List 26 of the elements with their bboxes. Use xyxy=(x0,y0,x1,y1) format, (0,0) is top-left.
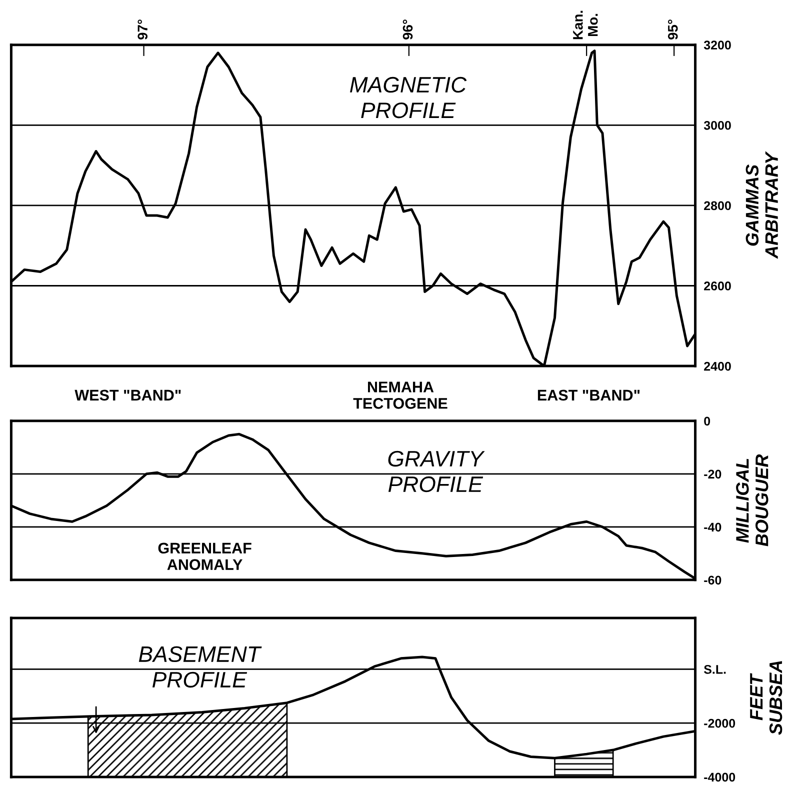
y-axis-title: FEET SUBSEA xyxy=(750,661,782,735)
y-tick-label: -60 xyxy=(704,576,722,585)
y-tick-label: -4000 xyxy=(704,772,736,782)
y-tick-label: 3000 xyxy=(704,120,731,130)
annotation: GREENLEAF ANOMALY xyxy=(158,542,252,570)
y-tick-label: 2600 xyxy=(704,282,731,290)
y-tick-label: -20 xyxy=(704,470,722,479)
y-tick-label: 2400 xyxy=(704,362,731,371)
y-tick-label: -2000 xyxy=(704,718,736,728)
y-tick-label: 3200 xyxy=(704,40,731,50)
y-axis-title: MILLIGAL BOUGUER xyxy=(736,454,768,546)
text: NEMAHA TECTOGENE xyxy=(353,382,448,409)
x-tick-label: 96° xyxy=(402,20,413,40)
x-tick-label: Kan. Mo. xyxy=(573,10,598,40)
text: MAGNETIC PROFILE xyxy=(350,76,467,118)
x-tick-label: 97° xyxy=(138,20,148,40)
text: WEST "BAND" xyxy=(74,390,181,401)
y-tick-label: -40 xyxy=(704,522,722,532)
x-tick-label: 95° xyxy=(668,20,678,40)
y-tick-label: S.L. xyxy=(704,664,726,674)
y-axis-title: GAMMAS ARBITRARY xyxy=(746,151,778,259)
text: GRAVITY PROFILE xyxy=(388,450,485,492)
text: BASEMENT PROFILE xyxy=(138,646,262,688)
y-tick-label: 2800 xyxy=(704,201,731,210)
y-tick-label: 0 xyxy=(704,416,710,426)
text: EAST "BAND" xyxy=(538,390,640,401)
